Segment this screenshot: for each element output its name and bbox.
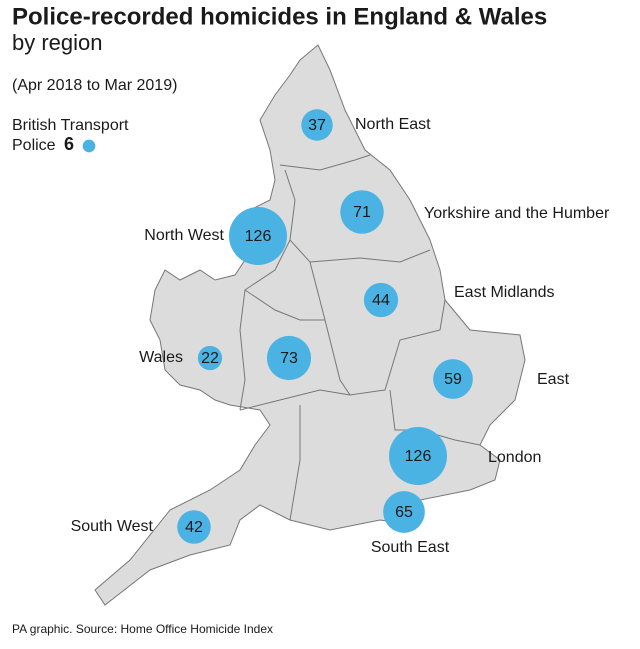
region-label: East [537,371,570,388]
region-label: Yorkshire and the Humber [424,205,610,222]
btp-value: 6 [64,134,74,154]
region-bubble [266,335,312,381]
region-label: North East [355,116,431,133]
btp-bubble [82,139,96,153]
region-bubble [340,190,384,234]
region-bubble [301,109,333,141]
region-label: London [488,449,541,466]
region-bubble [229,207,287,265]
region-value: 65 [395,504,413,521]
btp-label: British Transport [12,117,129,134]
region-value: 126 [405,448,432,465]
region-label: South East [371,539,450,556]
region-value: 37 [308,117,326,134]
source: PA graphic. Source: Home Office Homicide… [12,622,273,636]
region-bubble [383,491,425,533]
region-value: 71 [353,204,371,221]
region-bubble [433,359,473,399]
region-label: South West [71,518,154,535]
region-value: 44 [372,292,390,309]
region-value: 59 [444,371,462,388]
region-value: 73 [280,350,298,367]
period: (Apr 2018 to Mar 2019) [12,77,177,94]
region-bubble [389,427,447,485]
region-bubble [177,510,211,544]
region-bubble [363,282,399,318]
region-label: East Midlands [454,284,555,301]
subtitle: by region [12,30,103,55]
region-value: 42 [185,519,203,536]
region-value: 22 [201,350,219,367]
region-label: North West [144,227,224,244]
region-value: 126 [245,228,272,245]
btp-label: Police [12,137,56,154]
title: Police-recorded homicides in England & W… [12,3,547,30]
region-label: Wales [139,349,183,366]
region-bubble [197,345,223,371]
